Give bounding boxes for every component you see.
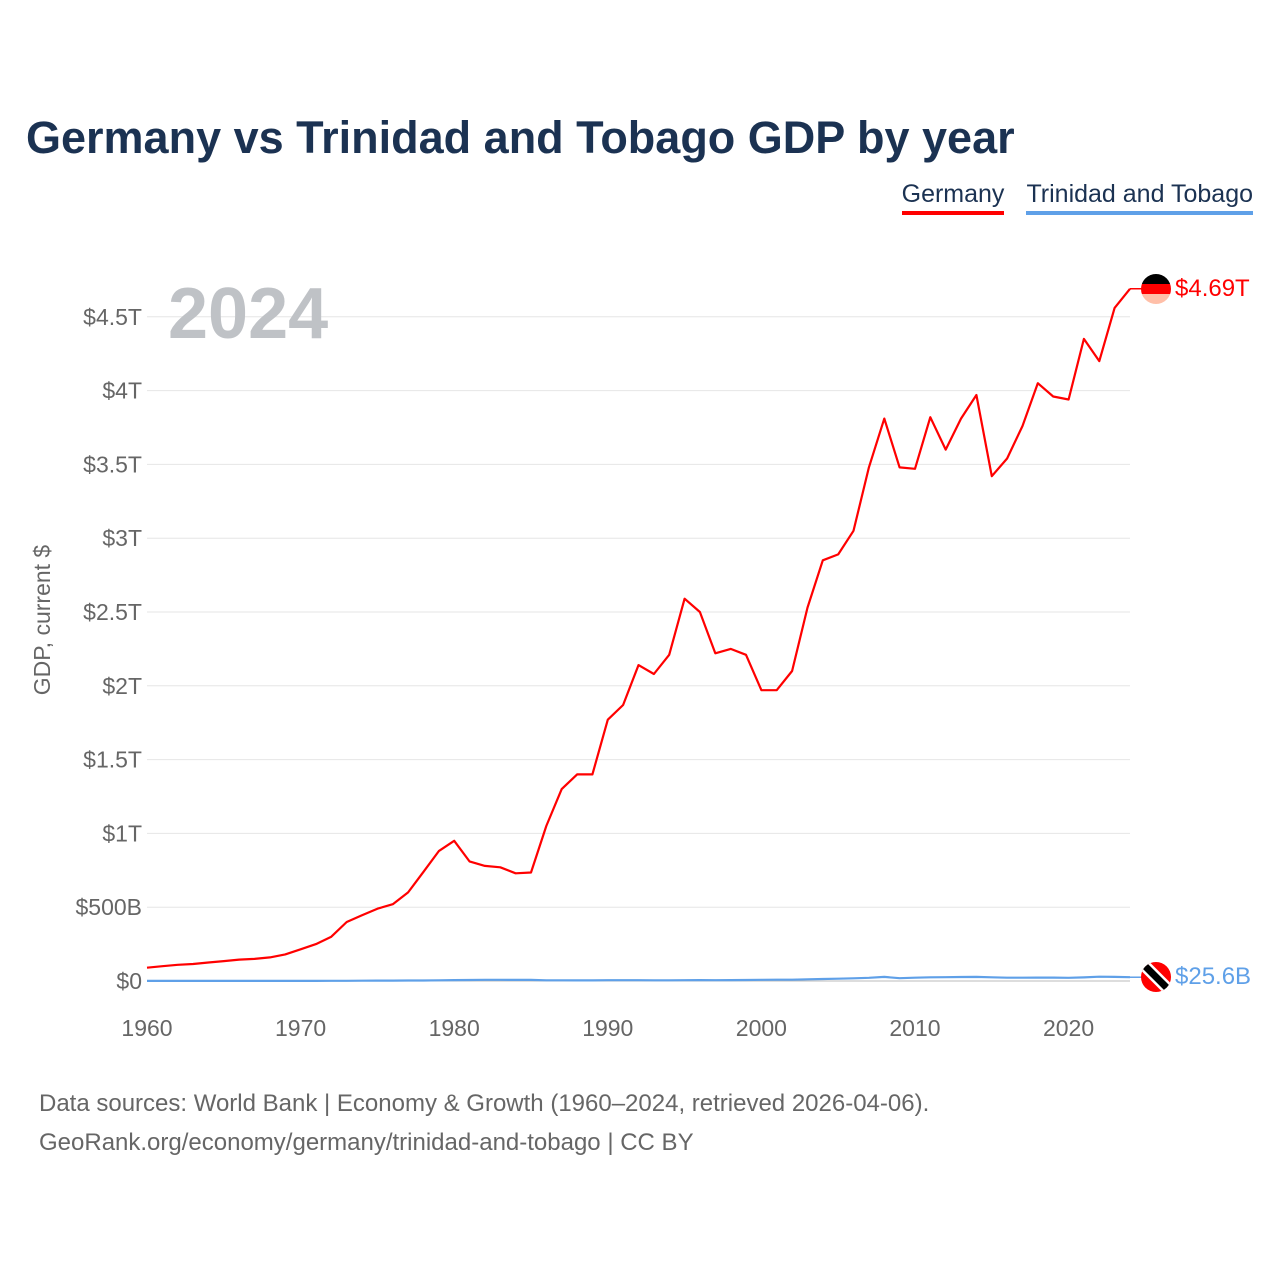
legend-germany[interactable]: Germany (901, 180, 1005, 215)
chart-title: Germany vs Trinidad and Tobago GDP by ye… (26, 112, 1015, 163)
y-tick-labels: $0 $500B $1T $1.5T $2T $2.5T $3T $3.5T $4T $4.5T (75, 304, 142, 994)
series-line-germany (146, 288, 1131, 969)
x-tick-label: 1990 (582, 1015, 633, 1041)
y-tick-label: $1T (102, 820, 142, 846)
footer-link[interactable]: GeoRank.org/economy/germany/trinidad-and… (39, 1129, 694, 1156)
x-tick-labels: 1960 1970 1980 1990 2000 2010 2020 (121, 1015, 1094, 1041)
x-tick-label: 1960 (121, 1015, 172, 1041)
x-tick-label: 2010 (889, 1015, 940, 1041)
legend-trinidad-and-tobago[interactable]: Trinidad and Tobago (1026, 180, 1253, 215)
series-line-trinidad-and-tobago (147, 975, 1131, 983)
x-tick-label: 1970 (275, 1015, 326, 1041)
footer-sources: Data sources: World Bank | Economy & Gro… (39, 1090, 930, 1117)
x-tick-label: 2020 (1043, 1015, 1094, 1041)
y-tick-label: $3T (102, 525, 142, 551)
y-tick-label: $2.5T (83, 599, 142, 625)
y-tick-label: $0 (116, 968, 142, 994)
flag-germany-icon (1141, 274, 1171, 304)
y-tick-label: $4.5T (83, 304, 142, 330)
y-tick-label: $4T (102, 378, 142, 404)
end-label-trinidad-and-tobago: $25.6B (1175, 963, 1251, 990)
year-label: 2024 (168, 274, 328, 354)
y-tick-label: $3.5T (83, 451, 142, 477)
gridlines (147, 316, 1130, 982)
footer: Data sources: World Bank | Economy & Gro… (39, 1084, 929, 1162)
y-axis-label: GDP, current $ (29, 545, 55, 696)
x-tick-label: 1980 (429, 1015, 480, 1041)
flag-trinidad-and-tobago-icon (1141, 962, 1171, 992)
end-label-germany: $4.69T (1175, 275, 1250, 302)
y-tick-label: $500B (75, 894, 142, 920)
y-tick-label: $1.5T (83, 747, 142, 773)
legend: Germany Trinidad and Tobago (901, 180, 1253, 215)
series-lines (146, 288, 1142, 983)
x-tick-label: 2000 (736, 1015, 787, 1041)
y-tick-label: $2T (102, 673, 142, 699)
